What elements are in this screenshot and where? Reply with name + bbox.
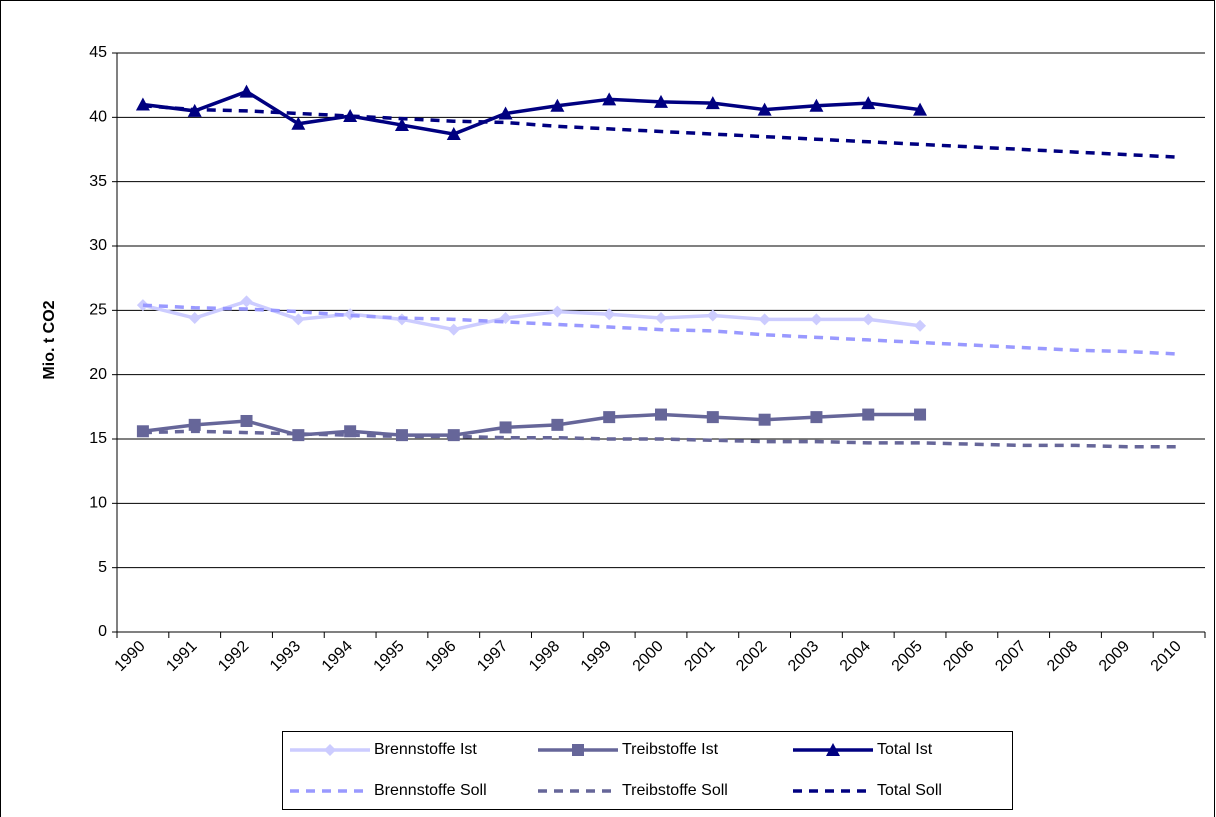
y-tick-label: 5	[98, 559, 107, 576]
y-tick-label: 35	[89, 173, 107, 190]
legend-marker	[826, 743, 840, 756]
data-point	[705, 96, 720, 110]
data-point	[188, 418, 201, 431]
data-point	[551, 418, 564, 431]
data-point	[498, 106, 513, 120]
data-point	[810, 313, 823, 326]
y-tick-label: 25	[89, 302, 107, 319]
legend-box	[282, 731, 1013, 810]
data-point	[550, 98, 565, 112]
legend-label: Total Ist	[877, 741, 933, 758]
series-line	[142, 104, 1180, 159]
data-point	[394, 118, 409, 132]
legend-marker	[572, 744, 584, 756]
data-point	[655, 312, 667, 325]
series-line	[142, 412, 921, 437]
data-point	[188, 312, 201, 325]
data-point	[809, 98, 824, 112]
y-tick-label: 15	[89, 430, 107, 447]
data-point	[499, 421, 512, 434]
legend-label: Total Soll	[877, 782, 942, 799]
legend-marker	[324, 744, 336, 756]
data-point	[758, 313, 771, 326]
data-point	[810, 411, 823, 424]
series-line	[142, 89, 921, 136]
data-point	[551, 305, 564, 318]
y-axis-label: Mio. t CO2	[41, 300, 58, 379]
data-point	[291, 116, 306, 130]
data-point	[602, 92, 617, 106]
data-point	[240, 414, 253, 427]
data-point	[292, 313, 305, 326]
y-tick-label: 10	[89, 495, 107, 512]
series-line	[142, 429, 1180, 449]
data-point	[343, 109, 358, 123]
data-point	[240, 295, 253, 308]
data-point	[862, 408, 875, 421]
data-point	[239, 84, 254, 98]
data-point	[757, 102, 772, 116]
data-point	[862, 313, 875, 326]
data-point	[706, 411, 719, 424]
series-line	[142, 303, 1180, 356]
data-point	[861, 96, 876, 110]
data-point	[706, 309, 719, 322]
data-point	[447, 323, 460, 336]
data-point	[914, 319, 927, 332]
y-tick-label: 30	[89, 237, 107, 254]
data-point	[654, 94, 668, 108]
y-tick-label: 0	[98, 623, 107, 640]
data-point	[603, 308, 616, 321]
data-point	[603, 411, 616, 424]
legend-label: Treibstoffe Soll	[622, 782, 728, 799]
data-point	[758, 413, 771, 426]
legend-label: Brennstoffe Soll	[374, 782, 487, 799]
legend-label: Brennstoffe Ist	[374, 741, 477, 758]
legend-label: Treibstoffe Ist	[622, 741, 719, 758]
y-tick-label: 45	[89, 44, 107, 61]
data-point	[446, 127, 461, 141]
y-tick-label: 40	[89, 109, 107, 126]
data-point	[913, 102, 928, 116]
data-point	[655, 408, 667, 421]
y-tick-label: 20	[89, 366, 107, 383]
data-point	[914, 408, 927, 421]
